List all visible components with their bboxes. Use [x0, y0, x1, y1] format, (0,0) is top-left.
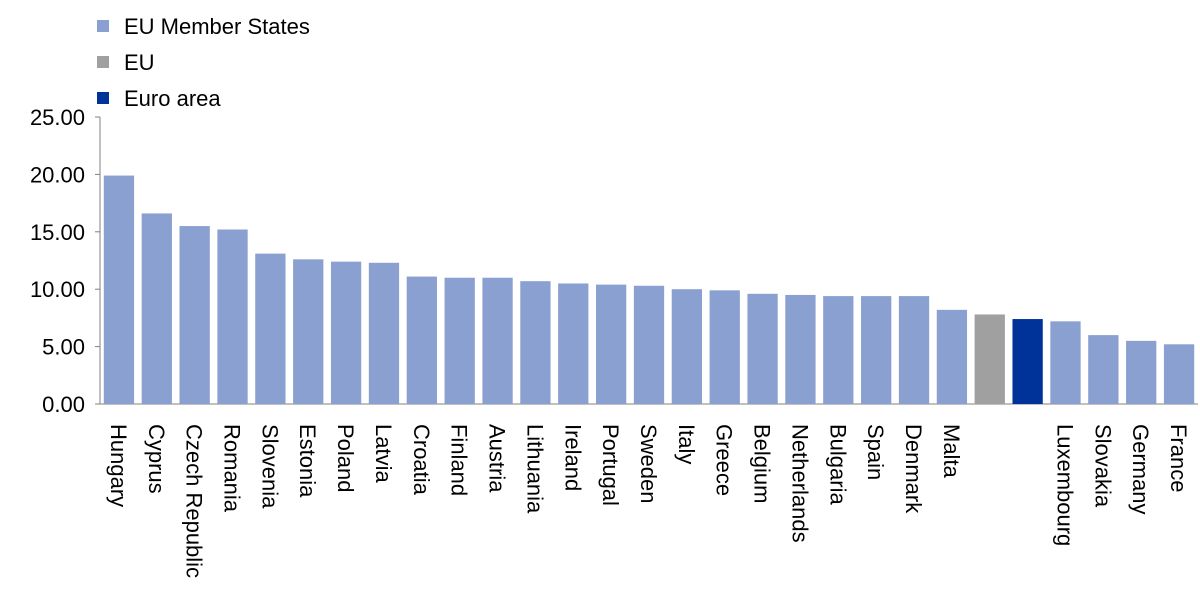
bar-bulgaria — [823, 296, 854, 404]
legend-label: EU — [124, 50, 155, 75]
bar-lithuania — [520, 281, 551, 404]
x-tick-label: Poland — [333, 424, 358, 493]
x-tick-label: Germany — [1128, 424, 1153, 514]
bar-cyprus — [141, 213, 172, 404]
x-tick-label: Lithuania — [522, 424, 547, 514]
bar-germany — [1126, 340, 1157, 404]
x-tick-label: Latvia — [371, 424, 396, 483]
y-tick-label: 0.00 — [42, 392, 85, 417]
legend-swatch — [97, 92, 109, 104]
legend-label: Euro area — [124, 86, 221, 111]
y-tick-label: 10.00 — [30, 277, 85, 302]
y-tick-label: 5.00 — [42, 335, 85, 360]
x-tick-label: Portugal — [598, 424, 623, 506]
bar-luxembourg — [1050, 321, 1081, 404]
bar-finland — [444, 277, 475, 404]
bar-euro — [1012, 319, 1043, 404]
x-tick-label: Hungary — [106, 424, 131, 507]
x-tick-label: Malta — [939, 424, 964, 479]
bars — [103, 175, 1195, 404]
x-tick-label: Ireland — [560, 424, 585, 491]
bar-france — [1163, 344, 1195, 404]
x-tick-label: Estonia — [295, 424, 320, 498]
bar-belgium — [747, 293, 778, 404]
y-tick-label: 20.00 — [30, 162, 85, 187]
bar-sweden — [633, 285, 665, 404]
bar-romania — [217, 229, 248, 404]
bar-portugal — [595, 284, 627, 404]
x-tick-label: Spain — [863, 424, 888, 480]
bar-eu — [974, 314, 1005, 404]
x-tick-label: Slovakia — [1090, 424, 1115, 508]
bar-slovakia — [1088, 335, 1119, 404]
x-tick-label: Czech Republic — [182, 424, 207, 578]
x-tick-label: Greece — [712, 424, 737, 496]
bar-czech-republic — [179, 226, 210, 404]
x-tick-label: Slovenia — [257, 424, 282, 509]
bar-croatia — [406, 276, 437, 404]
x-tick-label: Netherlands — [787, 424, 812, 543]
legend: EU Member States EU Euro area — [97, 14, 310, 111]
bar-slovenia — [255, 253, 286, 404]
category-labels: Hungary Cyprus Czech Republic Romania Sloven… — [106, 424, 1191, 578]
bar-spain — [861, 296, 892, 404]
bar-ireland — [558, 283, 589, 404]
bar-netherlands — [785, 294, 816, 404]
x-tick-label: Croatia — [409, 424, 434, 496]
bar-italy — [671, 289, 703, 404]
x-tick-label: Belgium — [750, 424, 775, 503]
x-tick-label: Cyprus — [144, 424, 169, 494]
legend-swatch — [97, 56, 109, 68]
bar-poland — [330, 261, 362, 404]
bar-greece — [709, 290, 740, 404]
legend-item: EU Member States — [97, 14, 310, 39]
x-tick-label: Austria — [485, 424, 510, 493]
legend-swatch — [97, 20, 109, 32]
x-tick-label: Bulgaria — [825, 424, 850, 505]
x-tick-label: Finland — [447, 424, 472, 496]
x-tick-label: Italy — [674, 424, 699, 464]
bar-denmark — [898, 296, 930, 404]
bar-latvia — [368, 262, 400, 404]
x-tick-label: France — [1166, 424, 1191, 492]
legend-item: EU — [97, 50, 155, 75]
y-tick-label: 25.00 — [30, 105, 85, 130]
legend-item: Euro area — [97, 86, 221, 111]
x-tick-label: Luxembourg — [1052, 424, 1077, 546]
bar-estonia — [293, 259, 324, 404]
bar-malta — [936, 309, 968, 404]
legend-label: EU Member States — [124, 14, 310, 39]
x-tick-label: Sweden — [636, 424, 661, 504]
y-axis: 0.00 5.00 10.00 15.00 20.00 25.00 — [30, 105, 1198, 417]
bar-hungary — [103, 175, 135, 404]
y-tick-label: 15.00 — [30, 220, 85, 245]
x-tick-label: Romania — [220, 424, 245, 513]
bar-austria — [482, 277, 513, 404]
x-tick-label: Denmark — [901, 424, 926, 514]
